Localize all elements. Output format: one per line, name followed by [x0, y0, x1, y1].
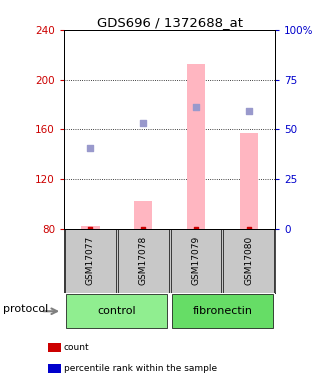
Bar: [171, 229, 221, 292]
Bar: [118, 229, 169, 292]
Point: [246, 226, 251, 232]
Bar: [187, 63, 205, 229]
Text: GSM17080: GSM17080: [244, 236, 253, 285]
Bar: [223, 229, 274, 292]
Point: [141, 226, 146, 232]
Bar: [65, 229, 116, 292]
Bar: [66, 294, 167, 328]
Point: [193, 104, 198, 110]
Text: GSM17077: GSM17077: [86, 236, 95, 285]
Point: [88, 145, 93, 151]
Point: [246, 108, 251, 114]
Text: control: control: [98, 306, 136, 315]
Text: fibronectin: fibronectin: [192, 306, 252, 315]
Bar: [81, 226, 100, 229]
Point: [88, 226, 93, 232]
Point: [193, 226, 198, 232]
Text: count: count: [64, 344, 90, 352]
Text: protocol: protocol: [3, 304, 48, 314]
Title: GDS696 / 1372688_at: GDS696 / 1372688_at: [97, 16, 243, 29]
Text: GSM17079: GSM17079: [191, 236, 201, 285]
Bar: [240, 133, 258, 229]
Bar: [172, 294, 273, 328]
Point: [141, 120, 146, 126]
Text: GSM17078: GSM17078: [139, 236, 148, 285]
Bar: [134, 201, 152, 229]
Text: percentile rank within the sample: percentile rank within the sample: [64, 364, 217, 373]
